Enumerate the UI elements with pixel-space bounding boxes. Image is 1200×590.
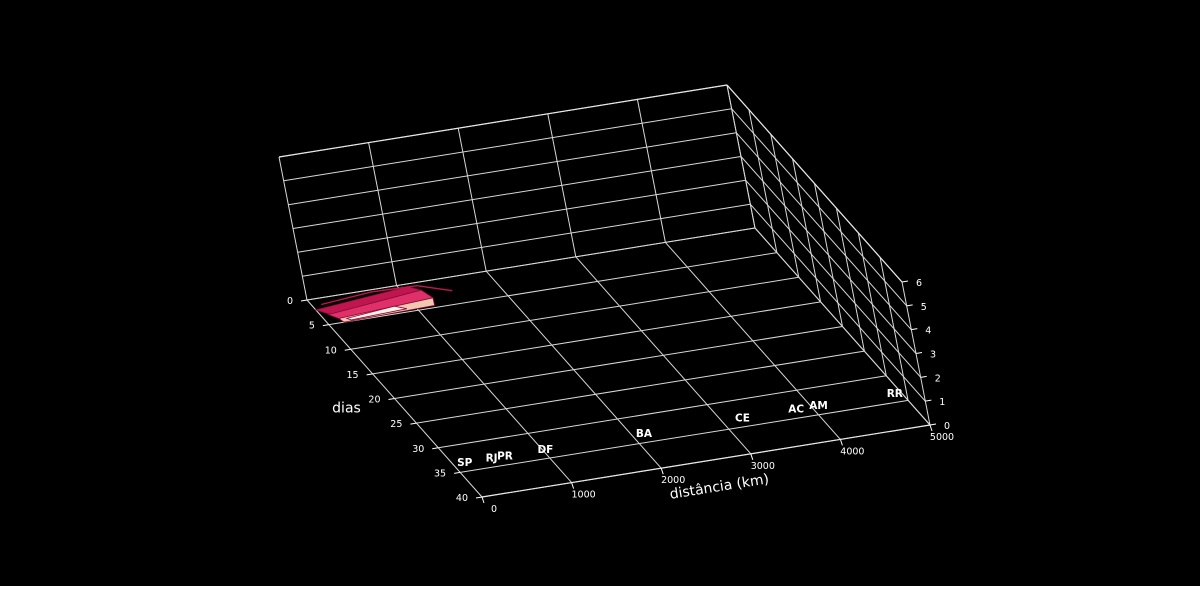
y-tick-label: 25 — [390, 419, 402, 430]
side-gridline-z — [745, 179, 922, 378]
z-tick-mark — [929, 423, 937, 426]
x-tick-mark — [660, 468, 664, 475]
back-gridline-z — [288, 132, 737, 206]
z-tick-mark — [925, 399, 932, 402]
floor-gridline-y — [372, 301, 821, 375]
y-tick-mark — [344, 348, 351, 351]
y-tick-mark — [388, 398, 395, 400]
x-tick-label: 3000 — [751, 461, 775, 472]
y-tick-mark — [410, 422, 417, 425]
side-gridline-z — [754, 227, 931, 426]
state-label: BA — [636, 428, 653, 440]
y-tick-label: 0 — [287, 296, 293, 307]
surface-ridge-line — [321, 284, 453, 306]
state-label: RR — [887, 388, 903, 400]
z-tick-mark — [911, 328, 918, 331]
state-label: CE — [735, 412, 750, 424]
z-tick-label: 5 — [921, 302, 927, 313]
x-tick-mark — [929, 424, 933, 432]
y-tick-mark — [432, 447, 439, 450]
y-axis-label: dias — [332, 401, 361, 417]
back-gridline-z — [292, 156, 742, 229]
pane-edge — [278, 84, 728, 158]
y-tick-label: 15 — [347, 370, 359, 381]
z-tick-mark — [915, 352, 923, 354]
y-tick-label: 5 — [309, 321, 315, 332]
y-tick-label: 40 — [456, 493, 468, 504]
pane-edge — [726, 84, 903, 283]
state-label: DF — [537, 444, 553, 456]
floor-gridline-y — [350, 276, 799, 350]
x-tick-label: 5000 — [930, 432, 954, 443]
side-gridline-z — [749, 203, 926, 402]
z-tick-mark — [920, 375, 927, 378]
y-tick-mark — [322, 324, 329, 327]
x-tick-label: 2000 — [661, 475, 685, 486]
y-tick-label: 35 — [434, 468, 446, 479]
z-tick-label: 2 — [935, 373, 941, 384]
y-tick-mark — [300, 299, 308, 302]
floor-gridline-y — [460, 399, 909, 473]
x-tick-mark — [750, 453, 754, 460]
z-tick-label: 1 — [939, 397, 945, 408]
y-tick-mark — [454, 471, 461, 474]
y-tick-mark — [475, 496, 483, 499]
x-tick-label: 1000 — [572, 490, 596, 501]
z-tick-label: 3 — [930, 350, 936, 361]
floor-gridline-y — [328, 252, 777, 326]
z-tick-label: 6 — [916, 278, 922, 289]
surface-patch — [345, 305, 407, 321]
z-tick-mark — [906, 304, 913, 307]
state-label: PR — [497, 451, 513, 463]
side-gridline-z — [735, 132, 912, 331]
state-label: SP — [457, 457, 473, 469]
bottom-strip — [0, 586, 1200, 590]
x-tick-label: 4000 — [840, 446, 864, 457]
back-gridline-z — [302, 203, 751, 277]
x-tick-mark — [839, 439, 843, 446]
x-tick-mark — [571, 482, 575, 489]
back-gridline-z — [306, 227, 756, 301]
side-gridline-z — [740, 156, 917, 354]
z-tick-mark — [901, 280, 909, 283]
side-gridline-z — [731, 108, 908, 307]
state-label: RJ — [486, 453, 498, 465]
pane-edge — [481, 424, 931, 498]
floor-gridline-y — [394, 326, 843, 399]
z-tick-label: 4 — [925, 326, 931, 337]
back-gridline-z — [297, 179, 746, 253]
y-tick-label: 20 — [368, 395, 380, 406]
z-tick-label: 0 — [944, 421, 950, 432]
floor-gridline-y — [438, 375, 887, 449]
floor-gridline-y — [416, 350, 865, 424]
x-tick-label: 0 — [491, 504, 497, 515]
x-tick-mark — [481, 496, 485, 504]
y-tick-mark — [366, 373, 373, 376]
state-label: AM — [809, 400, 828, 412]
y-tick-label: 30 — [412, 444, 424, 455]
y-tick-label: 10 — [325, 345, 337, 356]
back-gridline-z — [283, 108, 732, 182]
state-label: AC — [788, 404, 804, 416]
